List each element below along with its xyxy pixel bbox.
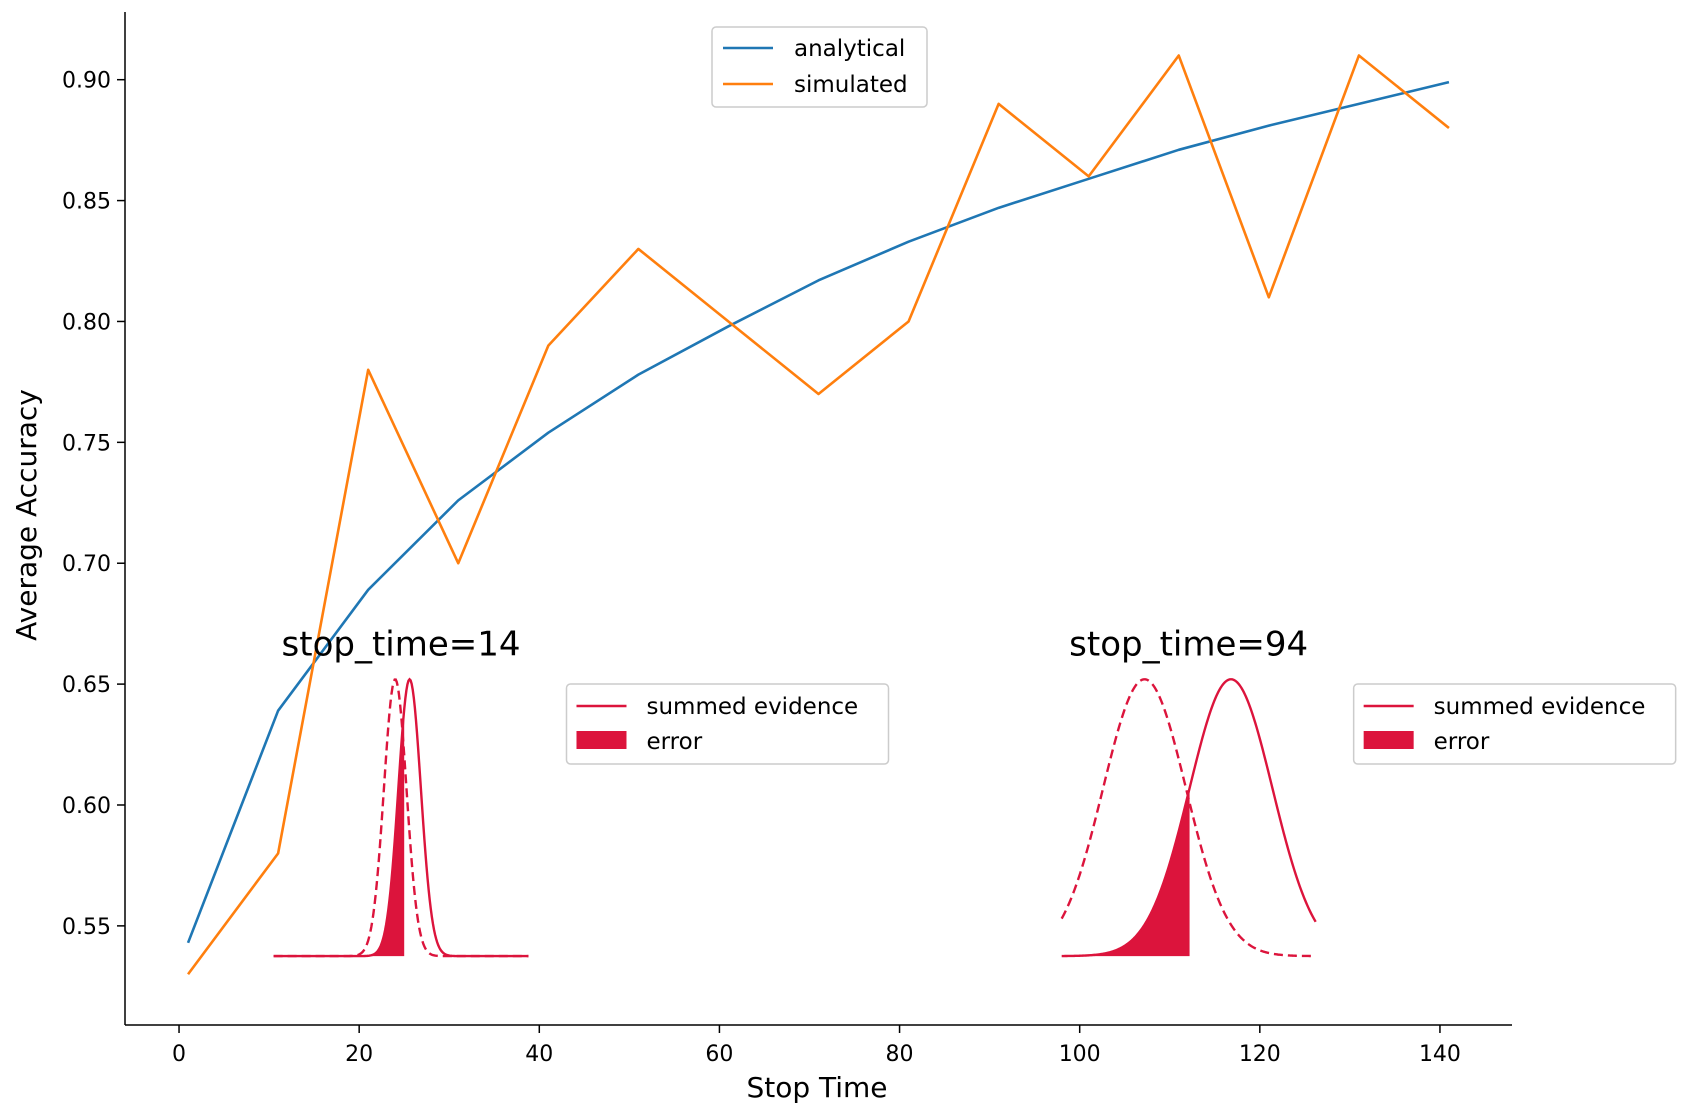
x-tick-label: 40	[525, 1042, 553, 1067]
x-tick-label: 120	[1239, 1042, 1281, 1067]
x-tick-label: 100	[1059, 1042, 1101, 1067]
main-legend: analytical simulated	[711, 26, 928, 108]
legend-label-simulated: simulated	[794, 72, 908, 98]
inset-legend-frame	[1352, 683, 1677, 765]
y-tick-label: 0.65	[62, 673, 111, 698]
y-tick-label: 0.60	[62, 794, 111, 819]
inset-title: stop_time=14	[282, 624, 521, 664]
series-line-analytical	[186, 80, 1450, 944]
x-tick-label: 140	[1419, 1042, 1461, 1067]
legend-label-summed-evidence: summed evidence	[1434, 694, 1646, 720]
y-tick-label: 0.80	[62, 310, 111, 335]
x-tick-label: 0	[172, 1042, 186, 1067]
x-tick-label: 60	[705, 1042, 733, 1067]
y-tick-label: 0.70	[62, 552, 111, 577]
y-tick-label: 0.75	[62, 431, 111, 456]
plot-area	[186, 54, 1450, 976]
evidence-dashed-line	[1060, 678, 1316, 958]
legend-label-summed-evidence: summed evidence	[646, 694, 858, 720]
error-fill	[273, 709, 405, 957]
summed-evidence-line	[1061, 678, 1317, 958]
y-tick-label: 0.85	[62, 190, 111, 215]
y-axis-label: Average Accuracy	[10, 389, 43, 641]
inset-title: stop_time=94	[1069, 624, 1308, 664]
inset-legend: summed evidence error	[565, 683, 890, 765]
legend-swatch-fill	[1363, 731, 1414, 749]
y-tick-label: 0.90	[62, 69, 111, 94]
error-fill	[1061, 788, 1190, 957]
legend-label-error: error	[646, 729, 702, 755]
x-axis-label: Stop Time	[746, 1071, 887, 1104]
y-tick-label: 0.55	[62, 915, 111, 940]
x-tick-label: 20	[345, 1042, 373, 1067]
inset-legend-frame	[565, 683, 890, 765]
legend-label-analytical: analytical	[794, 36, 905, 62]
x-tick-label: 80	[886, 1042, 914, 1067]
inset-legend: summed evidence error	[1352, 683, 1677, 765]
legend-swatch-fill	[576, 731, 627, 749]
series-line-simulated	[187, 54, 1450, 976]
legend-label-error: error	[1434, 729, 1490, 755]
axes: 0 20 40 60 80 100 120 140 0.55 0.60 0.65 0.70 0.75 0.…	[62, 12, 1512, 1067]
summed-evidence-line	[273, 677, 529, 958]
